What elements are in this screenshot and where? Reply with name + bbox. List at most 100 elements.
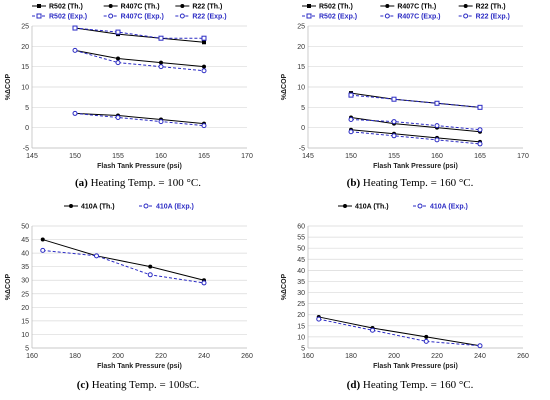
legend-item: R407C (Th.) — [380, 4, 436, 11]
data-point — [370, 327, 375, 333]
y-tick-label: 15 — [21, 64, 29, 71]
data-point — [158, 119, 164, 125]
y-tick-label: 5 — [25, 105, 29, 112]
series-line — [350, 129, 481, 143]
legend-item: R502 (Th.) — [302, 4, 353, 11]
legend-swatch-marker — [306, 13, 312, 19]
legend-item: R407C (Exp.) — [103, 13, 164, 21]
x-axis-title: Flash Tank Pressure (psi) — [373, 163, 458, 170]
data-point — [201, 68, 207, 74]
y-tick-label: 0 — [25, 125, 29, 132]
y-tick-label: 55 — [297, 235, 305, 242]
data-point — [202, 40, 206, 45]
x-tick-label: 160 — [431, 153, 443, 160]
y-tick-label: 45 — [297, 257, 305, 264]
legend-label: 410A (Exp.) — [430, 204, 468, 211]
data-point — [434, 137, 440, 143]
chart-panel-d: 410A (Th.) 410A (Exp.) 5 10 15 20 25 30 35 40 45 50… — [281, 203, 529, 391]
legend-swatch-marker — [384, 13, 390, 19]
y-tick-label: 25 — [21, 291, 29, 298]
y-tick-label: 60 — [297, 224, 305, 231]
y-tick-label: 20 — [297, 312, 305, 319]
x-tick-label: 260 — [241, 353, 253, 360]
legend-label: R407C (Exp.) — [121, 14, 164, 21]
panel-caption: (d) Heating Temp. = 160 °C. — [347, 379, 474, 391]
series-1 — [316, 316, 483, 349]
data-point — [391, 133, 397, 139]
series-4 — [72, 47, 207, 74]
y-axis-title: %ΔCOP — [281, 73, 288, 100]
legend-label: R502 (Exp.) — [49, 14, 87, 21]
legend-label: 410A (Th.) — [355, 204, 389, 211]
data-point — [116, 56, 120, 61]
legend-swatch-marker — [36, 13, 42, 19]
data-point — [72, 25, 78, 31]
y-axis-title: %ΔCOP — [5, 273, 12, 300]
data-point — [115, 115, 121, 120]
y-axis-title: %ΔCOP — [281, 273, 288, 300]
series-1 — [73, 48, 206, 69]
legend-swatch-marker — [417, 203, 423, 209]
series-line — [42, 249, 205, 284]
y-tick-label: 35 — [297, 279, 305, 286]
caption-text: Heating Temp. = 100 °C. — [88, 177, 201, 189]
series-5 — [348, 129, 483, 147]
x-tick-label: 155 — [388, 153, 400, 160]
x-tick-label: 155 — [112, 153, 124, 160]
caption-letter: (d) — [347, 379, 361, 391]
legend-label: R22 (Exp.) — [476, 14, 510, 21]
y-tick-label: 20 — [21, 305, 29, 312]
legend-item: 410A (Th.) — [338, 204, 389, 211]
series-0 — [40, 237, 206, 283]
data-point — [94, 253, 99, 259]
legend-swatch-marker — [463, 4, 468, 8]
data-point — [72, 110, 78, 116]
data-point — [477, 127, 483, 133]
legend-label: R407C (Th.) — [121, 4, 160, 11]
legend-item: 410A (Exp.) — [413, 203, 468, 211]
y-tick-label: 15 — [297, 323, 305, 330]
y-tick-label: 25 — [297, 301, 305, 308]
y-tick-label: 0 — [301, 125, 305, 132]
x-tick-label: 220 — [431, 353, 443, 360]
legend-item: R22 (Exp.) — [175, 13, 227, 21]
series-0 — [316, 314, 482, 348]
x-tick-label: 150 — [69, 153, 81, 160]
y-tick-label: 5 — [301, 346, 305, 353]
y-axis-title: %ΔCOP — [5, 73, 12, 100]
data-point — [391, 119, 397, 125]
x-tick-label: 160 — [155, 153, 167, 160]
x-axis-title: Flash Tank Pressure (psi) — [97, 163, 182, 170]
x-tick-label: 165 — [474, 153, 486, 160]
data-point — [348, 117, 354, 123]
series-line — [74, 112, 205, 125]
y-tick-label: 10 — [21, 332, 29, 339]
data-point — [434, 100, 440, 106]
y-tick-label: 10 — [297, 334, 305, 341]
legend-label: R502 (Th.) — [49, 4, 83, 11]
data-point — [316, 316, 322, 322]
x-tick-label: 150 — [345, 153, 357, 160]
y-tick-label: 5 — [301, 105, 305, 112]
legend-swatch-marker — [180, 4, 185, 8]
x-tick-label: 260 — [517, 353, 529, 360]
x-tick-label: 170 — [517, 153, 529, 160]
panel-caption: (a) Heating Temp. = 100 °C. — [75, 177, 201, 189]
data-point — [40, 237, 45, 242]
data-point — [201, 123, 207, 129]
y-tick-label: 30 — [21, 278, 29, 285]
y-tick-label: 10 — [21, 85, 29, 92]
legend-label: R407C (Th.) — [397, 4, 436, 11]
series-line — [74, 49, 205, 68]
y-tick-label: -5 — [299, 146, 305, 153]
legend-item: R502 (Exp.) — [302, 13, 357, 21]
series-3 — [348, 92, 483, 110]
legend-swatch-marker — [343, 204, 347, 208]
y-tick-label: 50 — [297, 246, 305, 253]
x-tick-label: 200 — [388, 353, 400, 360]
legend-swatch-marker — [463, 13, 469, 19]
x-tick-label: 145 — [26, 153, 38, 160]
caption-letter: (b) — [347, 177, 361, 189]
legend-item: 410A (Exp.) — [139, 203, 194, 211]
